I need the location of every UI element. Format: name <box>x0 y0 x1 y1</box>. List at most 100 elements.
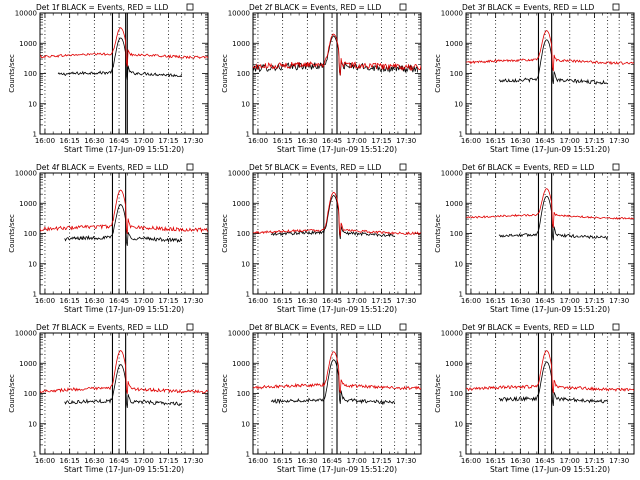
y-tick-label: 10 <box>28 420 37 428</box>
y-tick-label: 10000 <box>441 330 463 338</box>
x-tick-label: 17:30 <box>183 137 203 145</box>
x-tick-label: 17:15 <box>371 137 391 145</box>
series-line-events <box>253 35 419 76</box>
panel-det-2: Det 2f BLACK = Events, RED = LLD 1 10 100 10… <box>221 3 422 154</box>
x-tick-label: 17:15 <box>158 137 178 145</box>
x-axis-label: Start Time (17-Jun-09 15:51:20) <box>490 145 610 154</box>
panel-title: Det 3f BLACK = Events, RED = LLD <box>462 3 595 12</box>
y-tick-label: 1 <box>33 131 37 139</box>
x-tick-label: 17:30 <box>609 297 629 305</box>
x-axis-label: Start Time (17-Jun-09 15:51:20) <box>277 305 397 314</box>
x-tick-label: 17:15 <box>158 297 178 305</box>
panel-det-9: Det 9f BLACK = Events, RED = LLD 1 10 100 10… <box>434 323 635 474</box>
series-line-lld <box>253 33 421 76</box>
y-tick-label: 1 <box>33 291 37 299</box>
x-tick-label: 16:00 <box>248 297 268 305</box>
panel-det-6: Det 6f BLACK = Events, RED = LLD 1 10 100 10… <box>434 163 635 314</box>
x-tick-label: 17:30 <box>183 457 203 465</box>
x-tick-label: 17:15 <box>584 297 604 305</box>
plot-frame <box>39 172 209 295</box>
y-tick-label: 1000 <box>232 200 250 208</box>
legend-box <box>186 323 194 331</box>
legend-box <box>612 3 620 11</box>
y-tick-label: 100 <box>237 70 250 78</box>
y-tick-label: 1000 <box>19 200 37 208</box>
x-tick-label: 16:00 <box>248 457 268 465</box>
x-tick-label: 16:45 <box>322 457 342 465</box>
series-line-lld <box>40 189 208 234</box>
y-tick-label: 1 <box>246 451 250 459</box>
y-tick-label: 10000 <box>228 10 250 18</box>
y-tick-label: 10000 <box>15 330 37 338</box>
x-tick-label: 17:00 <box>560 457 580 465</box>
x-tick-label: 16:30 <box>84 297 104 305</box>
x-tick-label: 16:45 <box>535 297 555 305</box>
x-tick-label: 16:45 <box>535 137 555 145</box>
y-tick-label: 100 <box>24 70 37 78</box>
x-tick-label: 17:30 <box>183 297 203 305</box>
series-line-events <box>270 195 395 240</box>
x-tick-label: 17:15 <box>584 457 604 465</box>
panel-title: Det 1f BLACK = Events, RED = LLD <box>36 3 169 12</box>
x-tick-label: 16:30 <box>297 457 317 465</box>
y-tick-label: 10 <box>454 100 463 108</box>
plot-frame <box>39 12 209 135</box>
y-tick-label: 1 <box>459 451 463 459</box>
plot-frame <box>465 332 635 455</box>
y-axis-label: Counts/sec <box>221 214 229 253</box>
panel-det-3: Det 3f BLACK = Events, RED = LLD 1 10 100 10… <box>434 3 635 154</box>
panel-title: Det 7f BLACK = Events, RED = LLD <box>36 323 169 332</box>
y-tick-label: 10000 <box>441 170 463 178</box>
x-tick-label: 16:30 <box>510 137 530 145</box>
y-axis-label: Counts/sec <box>221 374 229 413</box>
y-tick-label: 1000 <box>232 360 250 368</box>
x-tick-label: 16:15 <box>273 297 293 305</box>
series-line-lld <box>253 191 421 237</box>
plot-frame <box>465 172 635 295</box>
legend-box <box>399 163 407 171</box>
x-axis-label: Start Time (17-Jun-09 15:51:20) <box>490 305 610 314</box>
x-tick-label: 16:15 <box>273 137 293 145</box>
y-tick-label: 100 <box>24 230 37 238</box>
series-line-lld <box>40 27 208 67</box>
x-tick-label: 16:15 <box>60 457 80 465</box>
y-tick-label: 10000 <box>228 330 250 338</box>
y-tick-label: 10 <box>241 420 250 428</box>
x-tick-label: 16:15 <box>60 297 80 305</box>
y-axis-label: Counts/sec <box>221 54 229 93</box>
panel-title: Det 8f BLACK = Events, RED = LLD <box>249 323 382 332</box>
panel-title: Det 4f BLACK = Events, RED = LLD <box>36 163 169 172</box>
legend-box <box>186 3 194 11</box>
x-tick-label: 16:15 <box>60 137 80 145</box>
x-tick-label: 17:00 <box>560 297 580 305</box>
y-tick-label: 10 <box>454 260 463 268</box>
x-axis-label: Start Time (17-Jun-09 15:51:20) <box>64 465 184 474</box>
panel-title: Det 2f BLACK = Events, RED = LLD <box>249 3 382 12</box>
x-tick-label: 17:00 <box>134 297 154 305</box>
x-axis-label: Start Time (17-Jun-09 15:51:20) <box>277 465 397 474</box>
x-tick-label: 17:00 <box>560 137 580 145</box>
x-tick-label: 17:30 <box>609 457 629 465</box>
y-tick-label: 100 <box>237 230 250 238</box>
series-line-lld <box>466 30 634 72</box>
panel-det-7: Det 7f BLACK = Events, RED = LLD 1 10 100 10… <box>8 323 209 474</box>
y-tick-label: 100 <box>237 390 250 398</box>
x-tick-label: 17:00 <box>347 297 367 305</box>
x-tick-label: 16:00 <box>35 137 55 145</box>
x-axis-label: Start Time (17-Jun-09 15:51:20) <box>277 145 397 154</box>
y-tick-label: 10 <box>241 260 250 268</box>
y-axis-label: Counts/sec <box>434 54 442 93</box>
panel-det-8: Det 8f BLACK = Events, RED = LLD 1 10 100 10… <box>221 323 422 474</box>
y-tick-label: 1000 <box>19 40 37 48</box>
x-tick-label: 17:30 <box>396 297 416 305</box>
x-tick-label: 16:45 <box>535 457 555 465</box>
x-tick-label: 16:45 <box>109 297 129 305</box>
x-tick-label: 17:15 <box>158 457 178 465</box>
y-tick-label: 1000 <box>232 40 250 48</box>
y-tick-label: 100 <box>450 390 463 398</box>
y-tick-label: 100 <box>450 230 463 238</box>
y-tick-label: 10 <box>241 100 250 108</box>
y-tick-label: 10 <box>454 420 463 428</box>
x-tick-label: 16:00 <box>461 297 481 305</box>
